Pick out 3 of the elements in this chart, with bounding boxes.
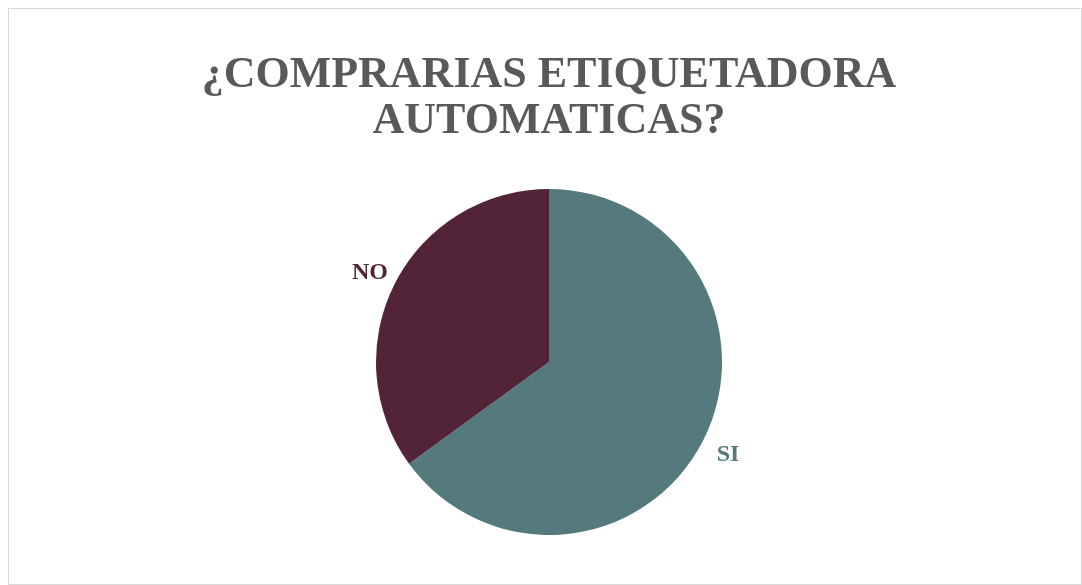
slice-label: SI	[716, 440, 740, 467]
chart-title: ¿COMPRARIAS ETIQUETADORA AUTOMATICAS?	[201, 47, 897, 143]
slice-label: NO	[351, 257, 388, 284]
